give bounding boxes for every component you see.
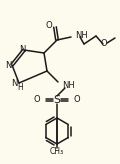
Text: O: O — [101, 40, 107, 49]
Text: N: N — [12, 79, 18, 88]
Text: N: N — [5, 61, 11, 70]
Text: O: O — [45, 21, 52, 31]
Text: S: S — [54, 95, 60, 105]
Text: NH: NH — [62, 81, 75, 90]
Text: O: O — [74, 95, 81, 104]
Text: O: O — [33, 95, 40, 104]
Text: CH₃: CH₃ — [50, 147, 64, 156]
Text: N: N — [19, 44, 25, 53]
Text: H: H — [17, 83, 23, 92]
Text: NH: NH — [75, 31, 88, 41]
